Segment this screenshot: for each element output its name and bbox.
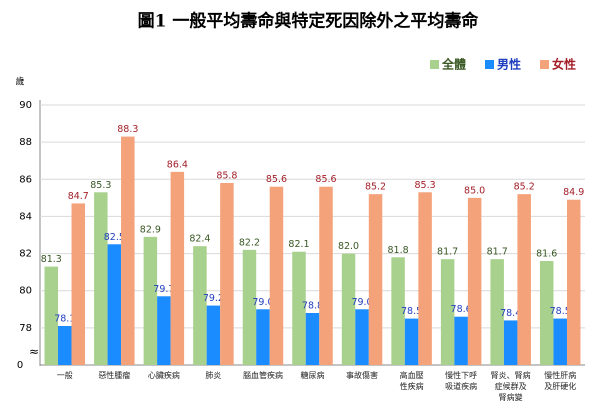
bar — [391, 257, 405, 365]
bar — [170, 171, 185, 365]
bar — [355, 309, 369, 365]
value-label: 78.5 — [550, 306, 571, 317]
bar — [220, 183, 234, 365]
value-label: 82.1 — [288, 239, 309, 250]
value-label: 85.3 — [415, 180, 436, 191]
y-tick-label: 84 — [19, 211, 32, 222]
value-label: 82.0 — [338, 241, 359, 252]
y-tick-label: 80 — [19, 286, 32, 297]
bar — [193, 246, 207, 365]
value-label: 78.5 — [401, 306, 422, 317]
x-tick-label: 腎炎、腎病 症候群及 腎病變 — [490, 371, 531, 402]
bar — [44, 266, 59, 365]
bar — [319, 186, 333, 365]
legend-label: 全體 — [441, 57, 466, 72]
value-label: 79.7 — [153, 284, 174, 295]
bar — [404, 318, 419, 365]
axis-break: ≈ — [29, 345, 39, 359]
value-label: 81.3 — [41, 254, 62, 265]
legend-label: 男性 — [497, 57, 521, 72]
bar — [157, 296, 171, 365]
bar — [440, 259, 455, 365]
value-label: 88.3 — [117, 124, 138, 135]
bar — [490, 259, 504, 365]
value-label: 82.4 — [189, 234, 210, 245]
bar — [517, 194, 531, 365]
y-tick-label: 82 — [19, 249, 32, 260]
bar — [94, 192, 108, 365]
value-label: 85.2 — [514, 182, 535, 193]
x-tick-label: 心臟疾病 — [147, 371, 180, 380]
bar — [467, 197, 482, 365]
value-label: 78.4 — [500, 308, 521, 319]
legend-swatch — [485, 60, 494, 69]
bar — [539, 261, 554, 365]
value-label: 86.4 — [167, 159, 188, 170]
x-tick-label: 事故傷害 — [346, 371, 379, 380]
value-label: 78.8 — [302, 301, 323, 312]
value-label: 82.2 — [239, 237, 260, 248]
value-label: 84.9 — [563, 187, 584, 198]
chart-title: 圖1 一般平均壽命與特定死因除外之平均壽命 — [138, 11, 480, 32]
legend-swatch — [430, 60, 439, 69]
bar — [269, 186, 284, 365]
value-label: 85.6 — [266, 174, 287, 185]
bar — [58, 326, 72, 365]
legend-label: 女性 — [552, 57, 576, 72]
bar — [242, 249, 257, 365]
x-tick-label: 高血壓 性疾病 — [399, 371, 424, 391]
value-label: 85.8 — [216, 171, 237, 182]
bar — [107, 244, 122, 365]
value-label: 81.6 — [536, 249, 557, 260]
x-tick-label: 糖尿病 — [300, 371, 325, 380]
value-label: 85.2 — [365, 182, 386, 193]
bar — [503, 320, 518, 365]
value-label: 81.8 — [388, 245, 409, 256]
bar — [418, 192, 432, 365]
value-label: 79.0 — [351, 297, 372, 308]
value-label: 78.1 — [54, 314, 75, 325]
bar — [454, 316, 468, 365]
value-label: 85.6 — [315, 174, 336, 185]
y-tick-label: 88 — [19, 137, 32, 148]
bar — [71, 203, 86, 365]
value-label: 79.0 — [252, 297, 273, 308]
x-tick-label: 慢性肝病 及肝硬化 — [544, 371, 577, 391]
bar — [206, 305, 221, 365]
bar — [292, 251, 306, 365]
x-tick-label: 肺炎 — [205, 371, 222, 380]
value-label: 81.7 — [437, 247, 458, 258]
x-tick-label: 腦血管疾病 — [242, 371, 283, 380]
bar — [368, 194, 383, 365]
bar — [143, 236, 158, 365]
value-label: 78.6 — [451, 304, 472, 315]
value-label: 85.3 — [90, 180, 111, 191]
y-break-label: 0 — [17, 360, 23, 371]
value-label: 85.0 — [464, 185, 485, 196]
bar — [305, 313, 320, 365]
legend-swatch — [540, 60, 549, 69]
bar — [121, 136, 135, 365]
y-tick-label: 90 — [19, 100, 32, 111]
x-tick-label: 慢性下呼 吸道疾病 — [445, 371, 478, 391]
x-tick-label: 一般 — [56, 371, 73, 380]
bar — [341, 253, 356, 365]
y-unit: 歲 — [15, 76, 24, 88]
value-label: 82.5 — [104, 232, 125, 243]
x-tick-label: 惡性腫瘤 — [98, 371, 131, 380]
y-tick-label: 78 — [19, 323, 32, 334]
bar — [256, 309, 270, 365]
bar — [553, 318, 567, 365]
bar — [566, 199, 581, 365]
value-label: 82.9 — [140, 224, 161, 235]
value-label: 81.7 — [487, 247, 508, 258]
y-tick-label: 86 — [19, 174, 32, 185]
value-label: 84.7 — [68, 191, 89, 202]
value-label: 79.2 — [203, 293, 224, 304]
